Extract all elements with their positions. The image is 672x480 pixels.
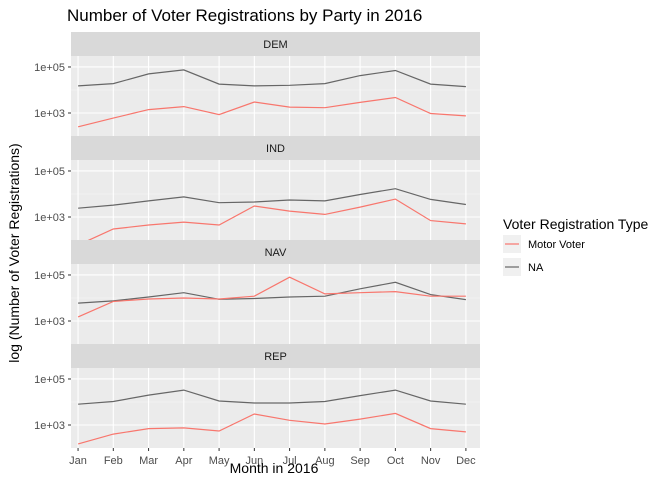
y-tick-label: 1e+05 bbox=[34, 62, 65, 74]
x-tick-label: Mar bbox=[139, 455, 158, 467]
x-tick-label: Oct bbox=[387, 455, 404, 467]
x-tick-label: Apr bbox=[175, 455, 192, 467]
y-tick-label: 1e+05 bbox=[34, 270, 65, 282]
y-tick-label: 1e+03 bbox=[34, 108, 65, 120]
y-axis-title: log (Number of Voter Registrations) bbox=[6, 143, 22, 362]
series-line-motor-voter bbox=[77, 412, 466, 445]
x-tick-label: Jul bbox=[283, 455, 297, 467]
panel-background bbox=[71, 56, 480, 136]
series-line-na bbox=[78, 188, 466, 209]
facet-panels: DEM1e+031e+05IND1e+031e+05NAV1e+031e+05R… bbox=[34, 32, 480, 448]
y-tick-label: 1e+03 bbox=[34, 420, 65, 432]
panel-background bbox=[71, 368, 480, 448]
y-tick-label: 1e+03 bbox=[34, 316, 65, 328]
x-tick-label: Jun bbox=[245, 455, 263, 467]
facet-dem: DEM 1e+03 1e+05 bbox=[34, 32, 480, 136]
legend-title: Voter Registration Type bbox=[503, 216, 648, 232]
x-axis: Jan Feb Mar Apr May Jun Jul Aug Sep Oct Nov Dec bbox=[69, 448, 476, 467]
legend-entry: Motor Voter bbox=[503, 235, 585, 253]
series-line-motor-voter bbox=[77, 276, 466, 318]
facet-strip bbox=[71, 136, 480, 160]
x-tick-label: May bbox=[209, 455, 230, 467]
x-tick-label: Feb bbox=[104, 455, 123, 467]
facet-strip bbox=[71, 240, 480, 264]
facet-strip bbox=[71, 32, 480, 56]
x-tick-label: Jan bbox=[69, 455, 87, 467]
panel-background bbox=[71, 160, 480, 240]
facet-strip-label: DEM bbox=[263, 39, 287, 51]
series-line-na bbox=[78, 69, 466, 88]
facet-strip-label: IND bbox=[266, 143, 285, 155]
facet-strip bbox=[71, 344, 480, 368]
chart-title: Number of Voter Registrations by Party i… bbox=[67, 6, 422, 25]
legend-label: NA bbox=[528, 262, 544, 274]
legend: Voter Registration Type Motor Voter NA bbox=[503, 216, 648, 276]
series-line-motor-voter bbox=[77, 198, 466, 246]
x-tick-label: Nov bbox=[421, 455, 441, 467]
legend-label: Motor Voter bbox=[528, 239, 585, 251]
y-tick-label: 1e+05 bbox=[34, 374, 65, 386]
y-tick-label: 1e+03 bbox=[34, 212, 65, 224]
panel-background bbox=[71, 264, 480, 344]
series-line-na bbox=[78, 389, 466, 405]
y-tick-label: 1e+05 bbox=[34, 166, 65, 178]
x-tick-label: Sep bbox=[350, 455, 370, 467]
x-axis-title: Month in 2016 bbox=[230, 460, 319, 476]
x-tick-label: Dec bbox=[456, 455, 476, 467]
x-tick-label: Aug bbox=[315, 455, 335, 467]
facet-ind: IND 1e+03 1e+05 bbox=[34, 136, 480, 246]
facet-strip-label: NAV bbox=[265, 247, 287, 259]
facet-nav: NAV 1e+03 1e+05 bbox=[34, 240, 480, 344]
facet-strip-label: REP bbox=[264, 351, 287, 363]
legend-entry: NA bbox=[503, 258, 544, 276]
facet-rep: REP 1e+03 1e+05 bbox=[34, 344, 480, 448]
series-line-na bbox=[78, 281, 466, 304]
series-line-motor-voter bbox=[77, 96, 466, 128]
